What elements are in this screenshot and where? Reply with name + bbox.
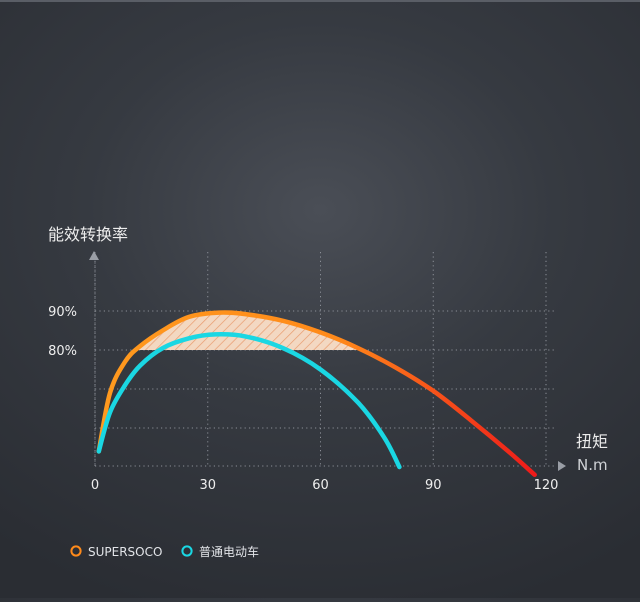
x-tick-0: 0 [91,478,99,493]
legend: SUPERSOCO 普通电动车 [70,544,259,559]
series-line-supersoco [96,310,537,478]
x-tick-30: 30 [199,478,216,493]
x-axis-arrow [558,461,566,471]
axis-labels: 能效转换率 扭矩 N.m [48,225,608,474]
y-tick-80: 80% [48,344,77,359]
top-border [0,0,640,2]
x-tick-90: 90 [425,478,442,493]
x-tick-60: 60 [312,478,329,493]
x-axis-title: 扭矩 [576,432,608,451]
efficiency-gap-fill [135,312,363,350]
legend-label-normal-ebike: 普通电动车 [199,544,259,559]
series-line-normal-ebike [96,332,402,470]
y-tick-90: 90% [48,305,77,320]
legend-marker-normal-ebike [181,545,193,557]
y-axis-title: 能效转换率 [48,225,128,244]
efficiency-gap-region [135,312,363,350]
axes: 0 30 60 90 120 90% 80% [48,251,566,493]
legend-item-normal-ebike: 普通电动车 [181,544,259,559]
legend-marker-supersoco [70,545,82,557]
legend-item-supersoco: SUPERSOCO [70,545,162,559]
y-axis-arrow [89,251,99,260]
x-axis-unit: N.m [577,456,608,474]
legend-label-supersoco: SUPERSOCO [88,545,162,559]
series-lines [96,310,537,478]
x-tick-120: 120 [534,478,559,493]
